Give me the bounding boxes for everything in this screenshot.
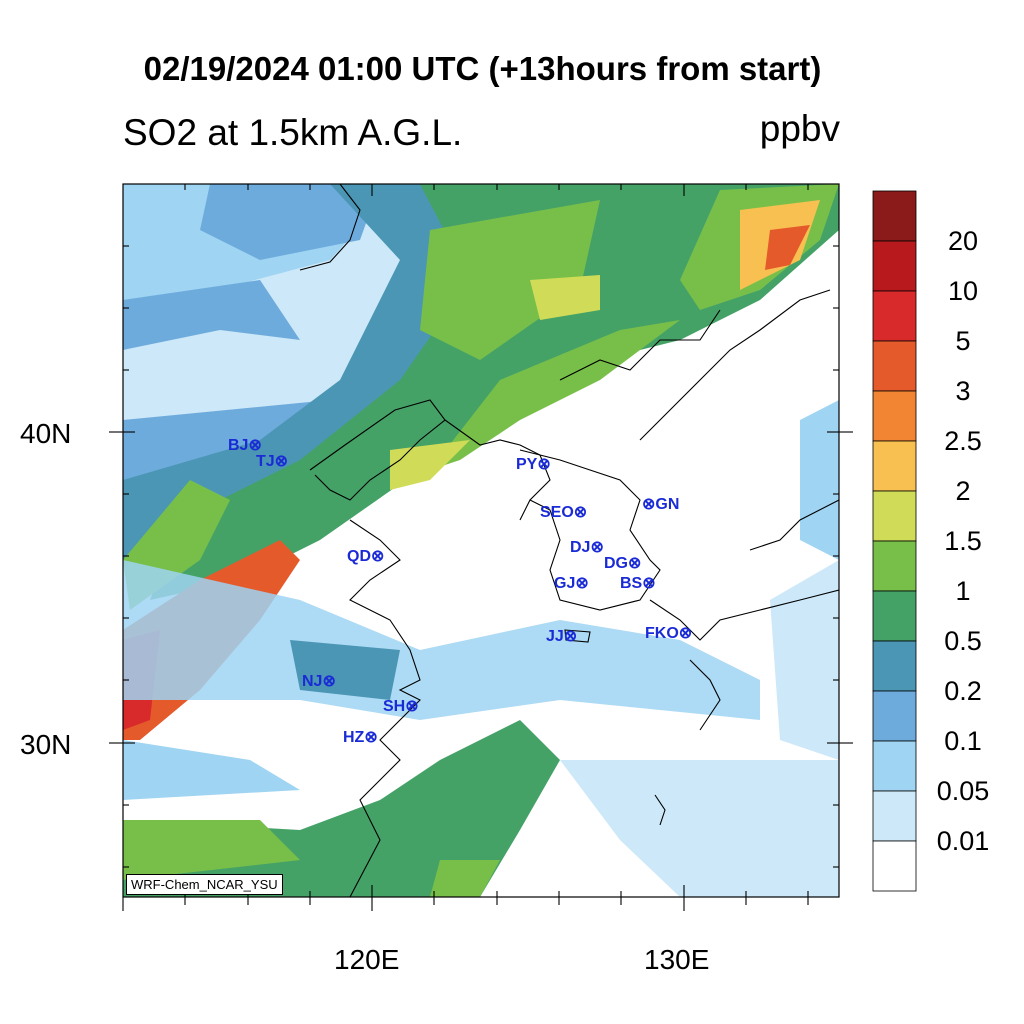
station-dj: DJ⊗ — [570, 539, 604, 556]
map-frame — [122, 183, 840, 898]
colorbar-swatch — [872, 240, 917, 292]
colorbar-label: 2 — [955, 476, 971, 506]
colorbar-label: 0.5 — [944, 626, 982, 656]
station-bs: BS⊗ — [620, 575, 656, 592]
colorbar-swatch — [872, 390, 917, 442]
station-jj: JJ⊗ — [546, 628, 577, 645]
colorbar-swatch — [872, 590, 917, 642]
colorbar-label: 1 — [955, 576, 971, 606]
concentration-field — [123, 184, 839, 897]
colorbar-label: 3 — [955, 376, 971, 406]
colorbar-swatch — [872, 790, 917, 842]
model-credit: WRF-Chem_NCAR_YSU — [126, 874, 283, 895]
colorbar-swatch — [872, 440, 917, 492]
colorbar-swatch — [872, 540, 917, 592]
station-bj: BJ⊗ — [228, 437, 262, 454]
station-nj: NJ⊗ — [302, 673, 336, 690]
station-dg: DG⊗ — [604, 555, 641, 572]
colorbar-label: 1.5 — [944, 526, 982, 556]
lat-label-30n: 30N — [20, 729, 72, 760]
station-qd: QD⊗ — [347, 548, 384, 565]
station-labels: BJ⊗ TJ⊗ PY⊗ SEO⊗ ⊗GN QD⊗ DJ⊗ DG⊗ GJ⊗ BS⊗… — [228, 437, 692, 746]
colorbar-swatch — [872, 640, 917, 692]
lon-label-130e: 130E — [644, 944, 710, 975]
colorbar-label: 0.05 — [936, 776, 990, 806]
colorbar-swatch — [872, 740, 917, 792]
station-py: PY⊗ — [516, 456, 551, 473]
colorbar-label: 10 — [947, 276, 979, 306]
lon-label-120e: 120E — [334, 944, 400, 975]
map-title: 02/19/2024 01:00 UTC (+13hours from star… — [143, 50, 822, 87]
station-fko: FKO⊗ — [645, 625, 692, 642]
station-seo: SEO⊗ — [540, 504, 587, 521]
variable-label: SO2 at 1.5km A.G.L. — [123, 112, 463, 153]
colorbar-label: 20 — [947, 226, 979, 256]
station-gj: GJ⊗ — [554, 575, 589, 592]
station-hz: HZ⊗ — [343, 729, 378, 746]
colorbar-swatch — [872, 690, 917, 742]
colorbar-label: 0.1 — [944, 726, 982, 756]
colorbar-swatch — [872, 190, 917, 242]
colorbar-swatch — [872, 340, 917, 392]
lat-label-40n: 40N — [20, 418, 72, 449]
units-label: ppbv — [759, 108, 840, 149]
colorbar-label: 2.5 — [944, 426, 982, 456]
colorbar-label: 5 — [955, 326, 971, 356]
colorbar-label: 0.01 — [936, 826, 990, 856]
colorbar — [872, 190, 917, 892]
station-sh: SH⊗ — [383, 698, 419, 715]
colorbar-swatch — [872, 490, 917, 542]
coastlines — [299, 184, 839, 897]
station-tj: TJ⊗ — [256, 453, 288, 470]
station-gn: ⊗GN — [642, 496, 679, 513]
colorbar-swatch — [872, 840, 917, 892]
colorbar-label: 0.2 — [944, 676, 982, 706]
colorbar-swatch — [872, 290, 917, 342]
